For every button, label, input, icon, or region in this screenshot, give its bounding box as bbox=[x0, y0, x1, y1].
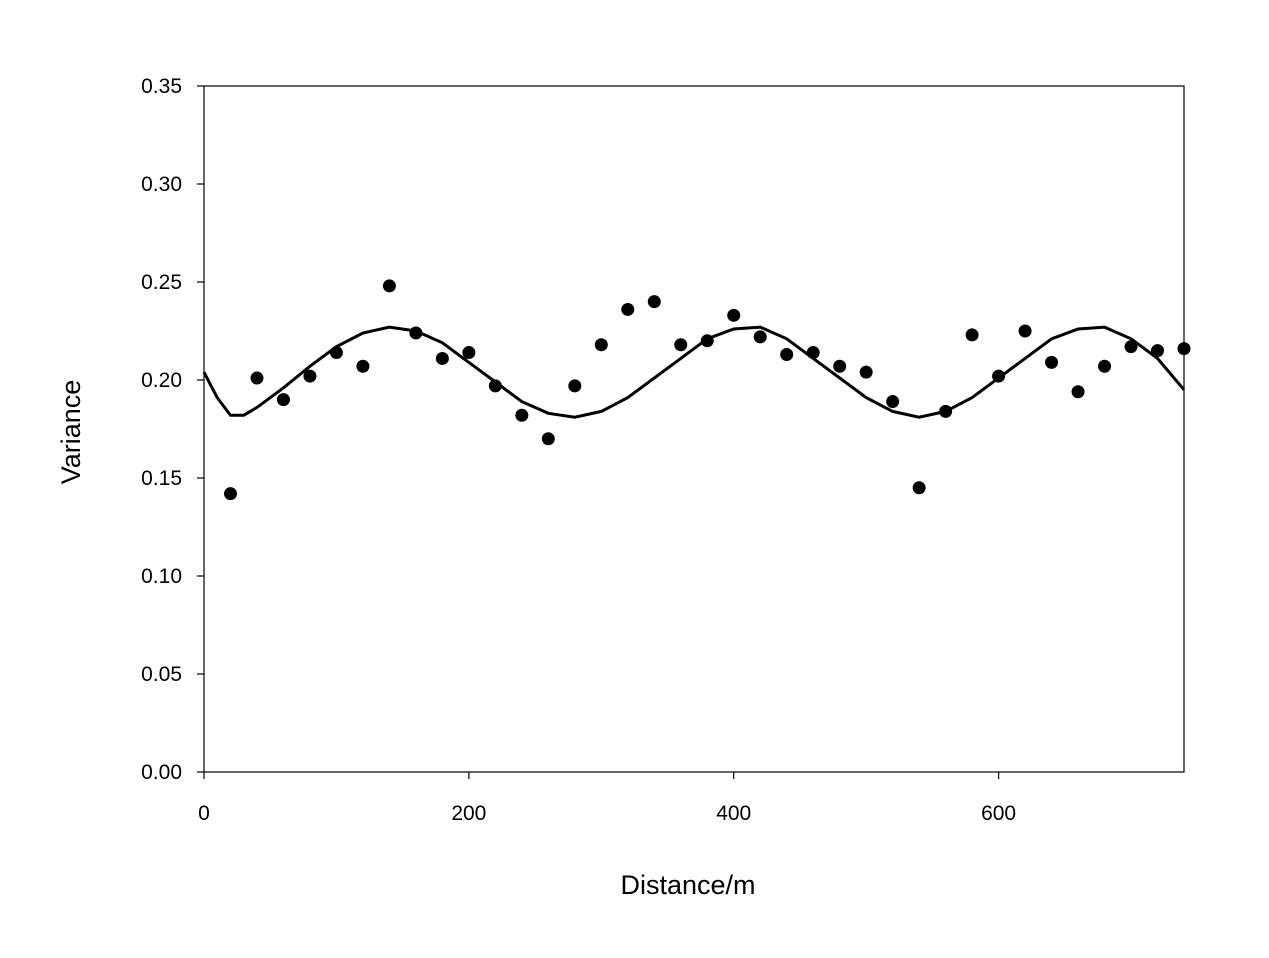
data-point bbox=[276, 393, 290, 407]
data-point bbox=[303, 369, 317, 383]
y-tick-label: 0.15 bbox=[141, 467, 182, 490]
x-tick-label: 600 bbox=[981, 802, 1016, 825]
data-point bbox=[700, 334, 714, 348]
x-axis-ticks: 0 200 400 600 bbox=[198, 772, 1016, 825]
data-point bbox=[250, 371, 264, 385]
data-point bbox=[992, 369, 1006, 383]
data-point bbox=[965, 328, 979, 342]
data-point bbox=[515, 408, 529, 422]
data-point bbox=[329, 346, 343, 360]
data-point bbox=[647, 295, 661, 309]
y-tick-label: 0.10 bbox=[141, 565, 182, 588]
data-point bbox=[409, 326, 423, 340]
y-axis-ticks: 0.00 0.05 0.10 0.15 0.20 0.25 0.30 0.35 bbox=[141, 75, 204, 784]
x-axis-title: Distance/m bbox=[620, 870, 755, 900]
data-point bbox=[594, 338, 608, 352]
y-axis-title: Variance bbox=[56, 380, 86, 485]
data-point bbox=[1124, 340, 1138, 354]
y-tick-label: 0.35 bbox=[141, 75, 182, 98]
x-tick-label: 200 bbox=[451, 802, 486, 825]
data-point bbox=[806, 346, 820, 360]
x-tick-label: 400 bbox=[716, 802, 751, 825]
data-point bbox=[1098, 359, 1112, 373]
y-tick-label: 0.30 bbox=[141, 173, 182, 196]
data-point bbox=[780, 348, 794, 362]
data-point bbox=[568, 379, 582, 393]
data-point bbox=[859, 365, 873, 379]
y-tick-label: 0.00 bbox=[141, 761, 182, 784]
fitted-curve-line bbox=[202, 325, 1186, 419]
data-point bbox=[435, 351, 449, 365]
y-tick-label: 0.20 bbox=[141, 369, 182, 392]
data-point bbox=[1045, 355, 1059, 369]
data-point bbox=[1071, 385, 1085, 399]
y-tick-label: 0.25 bbox=[141, 271, 182, 294]
data-point bbox=[1151, 344, 1165, 358]
data-point bbox=[382, 279, 396, 293]
data-point bbox=[753, 330, 767, 344]
data-point bbox=[356, 359, 370, 373]
data-point bbox=[488, 379, 502, 393]
data-point bbox=[727, 308, 741, 322]
data-point bbox=[912, 481, 926, 495]
data-point bbox=[462, 346, 476, 360]
y-tick-label: 0.05 bbox=[141, 663, 182, 686]
data-point bbox=[939, 404, 953, 418]
x-tick-label: 0 bbox=[198, 802, 210, 825]
data-point bbox=[886, 395, 900, 409]
data-point bbox=[833, 359, 847, 373]
data-point bbox=[1018, 324, 1032, 338]
data-point bbox=[674, 338, 688, 352]
plot-frame bbox=[203, 85, 1185, 773]
data-point bbox=[541, 432, 555, 446]
data-point bbox=[223, 487, 237, 501]
data-point bbox=[621, 302, 635, 316]
data-points bbox=[223, 279, 1191, 501]
data-point bbox=[1177, 342, 1191, 356]
